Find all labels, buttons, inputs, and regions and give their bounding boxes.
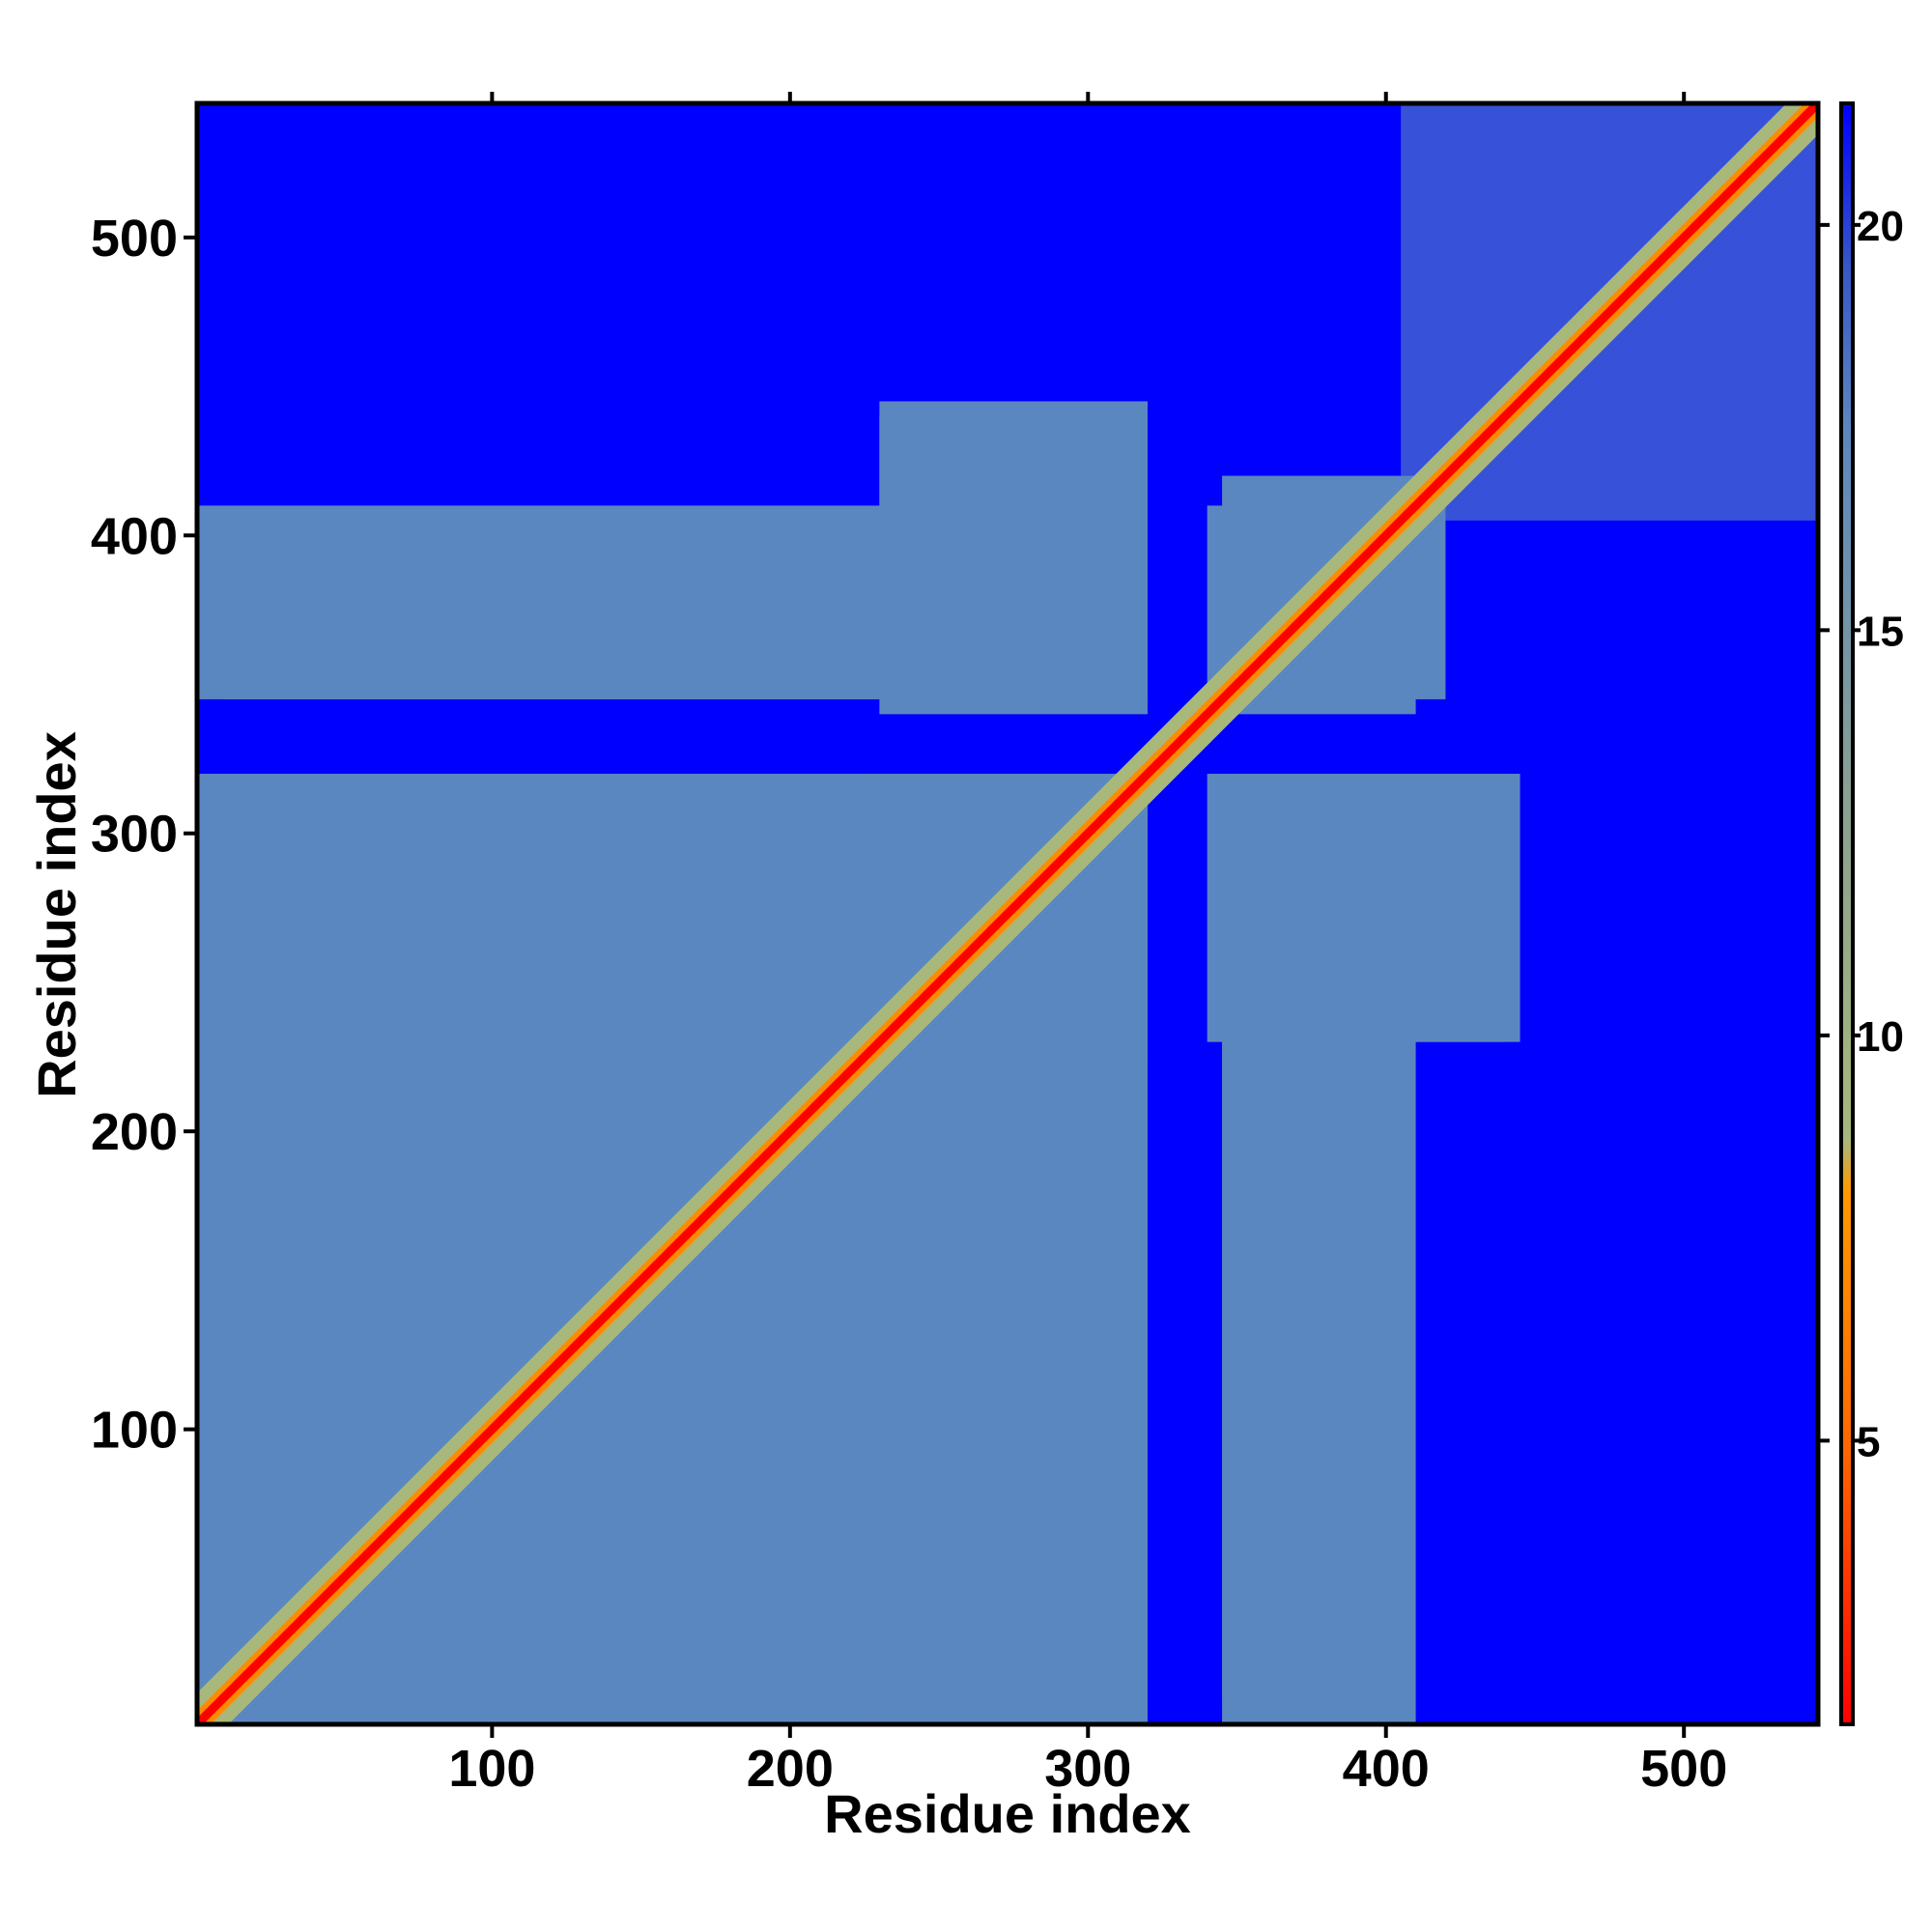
y-tick-label-500: 500	[91, 210, 178, 268]
x-tick-label-500: 500	[1640, 1740, 1727, 1798]
y-axis-ticks: 100 200 300 400 500	[91, 210, 197, 1460]
y-axis-label: Residue index	[26, 731, 87, 1098]
contact-region-4	[1222, 1041, 1356, 1698]
y-tick-label-300: 300	[91, 806, 178, 864]
colorbar-ticks: 5 10 15 20	[1818, 203, 1904, 1465]
heatmap-diagonal	[197, 103, 1818, 1724]
colorbar-tick-label-5: 5	[1857, 1418, 1880, 1465]
colorbar-tick-label-20: 20	[1857, 203, 1904, 250]
diagonal-core	[197, 103, 1818, 1724]
x-tick-label-100: 100	[448, 1740, 535, 1798]
y-tick-label-100: 100	[91, 1402, 178, 1460]
contact-region-4-mirror	[223, 565, 880, 699]
y-tick-label-200: 200	[91, 1103, 178, 1161]
plot-frame	[194, 100, 1821, 1727]
contact-region-3-mirror	[879, 401, 1148, 699]
contact-region-3	[1222, 774, 1520, 1042]
y-tick-label-400: 400	[91, 507, 178, 565]
x-axis-ticks: 100 200 300 400 500	[448, 92, 1727, 1798]
x-tick-label-200: 200	[747, 1740, 834, 1798]
colorbar-tick-label-15: 15	[1857, 608, 1904, 655]
x-tick-label-300: 300	[1044, 1740, 1131, 1798]
x-axis-label: Residue index	[824, 1783, 1191, 1844]
x-tick-label-400: 400	[1343, 1740, 1430, 1798]
colorbar	[1839, 101, 1855, 1726]
colorbar-tick-label-10: 10	[1857, 1013, 1904, 1061]
